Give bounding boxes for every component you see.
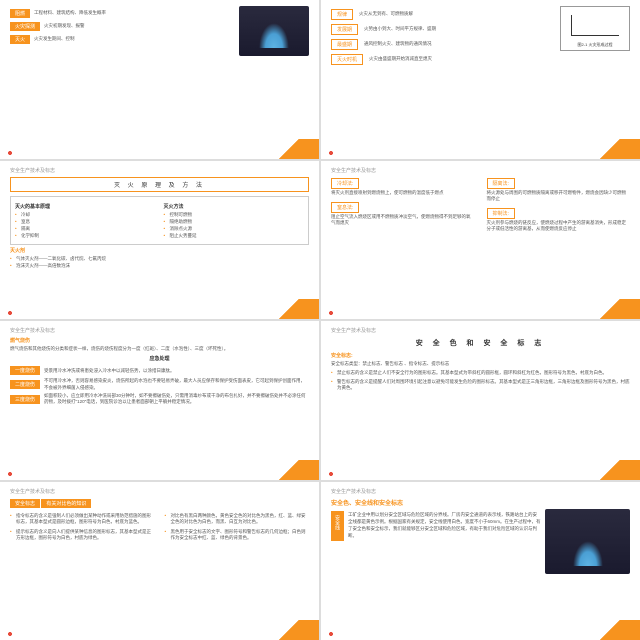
title: 灭 火 原 理 及 方 法 — [10, 177, 309, 192]
slide-8: 安全生产技术及标志 安全色、安全线和安全标志 安全线 工矿企业中用以划分安全区域… — [321, 482, 640, 640]
tag: 火灾探测 — [10, 22, 40, 31]
slide-1: 阻燃工程材料、建筑结构、降低发生概率 火灾探测火灾初期发现、报警 灭火火灾发生期… — [0, 0, 319, 159]
fire-chart: 图2-1 火灾形成过程 — [560, 6, 630, 51]
slide-2: 图2-1 火灾形成过程 规律火灾从无到有、可燃物质解 发展期火势由小到大、时间平… — [321, 0, 640, 159]
slide-header: 安全生产技术及标志 — [10, 167, 309, 174]
slide-6: 安全生产技术及标志 安 全 色 和 安 全 标 志 安全标志: 安全标志类型：禁… — [321, 321, 640, 480]
slide-4: 安全生产技术及标志 冷却法:将灭火剂直接喷射到燃烧物上，使可燃物的温度低于燃点 … — [321, 161, 640, 320]
slide-7: 安全生产技术及标志 安全标志 有关对比色的知识 指令标志的含义是强制人们必须做出… — [0, 482, 319, 640]
slide-5: 安全生产技术及标志 燃气烧伤 燃气烧伤和其他烧伤的分类和症状一样，烧伤的烧伤程度… — [0, 321, 319, 480]
slide-3: 安全生产技术及标志 灭 火 原 理 及 方 法 灭火的基本原理 冷却窒息隔离化学… — [0, 161, 319, 320]
tag: 阻燃 — [10, 9, 30, 18]
flame-image — [239, 6, 309, 56]
tag: 灭火 — [10, 35, 30, 44]
side-tag: 安全线 — [331, 511, 344, 541]
flame-image-2 — [545, 509, 630, 574]
